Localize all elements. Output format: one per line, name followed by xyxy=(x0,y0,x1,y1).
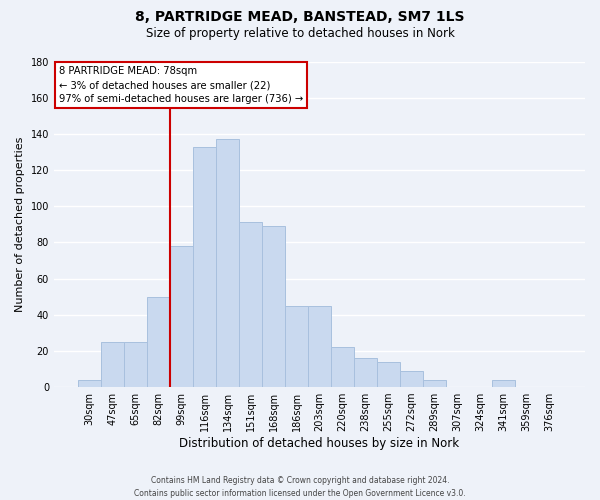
Bar xyxy=(262,226,285,387)
Bar xyxy=(308,306,331,387)
Bar xyxy=(124,342,147,387)
Text: Size of property relative to detached houses in Nork: Size of property relative to detached ho… xyxy=(146,28,454,40)
Bar xyxy=(354,358,377,387)
Bar xyxy=(170,246,193,387)
Bar xyxy=(216,140,239,387)
Bar xyxy=(377,362,400,387)
Bar xyxy=(147,296,170,387)
Bar xyxy=(101,342,124,387)
Bar xyxy=(285,306,308,387)
Bar xyxy=(78,380,101,387)
Text: 8, PARTRIDGE MEAD, BANSTEAD, SM7 1LS: 8, PARTRIDGE MEAD, BANSTEAD, SM7 1LS xyxy=(135,10,465,24)
Bar xyxy=(239,222,262,387)
Text: Contains HM Land Registry data © Crown copyright and database right 2024.
Contai: Contains HM Land Registry data © Crown c… xyxy=(134,476,466,498)
Bar xyxy=(492,380,515,387)
Bar xyxy=(423,380,446,387)
X-axis label: Distribution of detached houses by size in Nork: Distribution of detached houses by size … xyxy=(179,437,460,450)
Bar xyxy=(331,348,354,387)
Bar xyxy=(193,146,216,387)
Text: 8 PARTRIDGE MEAD: 78sqm
← 3% of detached houses are smaller (22)
97% of semi-det: 8 PARTRIDGE MEAD: 78sqm ← 3% of detached… xyxy=(59,66,304,104)
Bar xyxy=(400,371,423,387)
Y-axis label: Number of detached properties: Number of detached properties xyxy=(15,136,25,312)
